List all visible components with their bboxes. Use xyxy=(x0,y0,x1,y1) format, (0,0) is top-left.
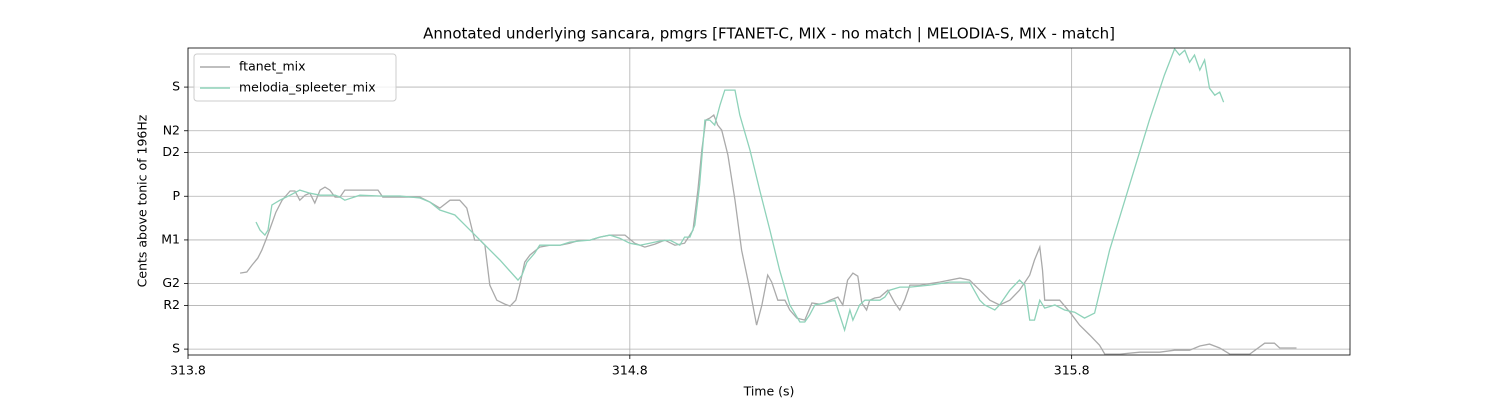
x-tick-label: 314.8 xyxy=(612,363,648,378)
y-tick-label: N2 xyxy=(163,122,180,137)
plot-lines xyxy=(239,47,1297,355)
data-line xyxy=(239,113,1297,355)
y-tick-label: R2 xyxy=(163,297,180,312)
chart-title: Annotated underlying sancara, pmgrs [FTA… xyxy=(423,25,1115,43)
legend-label: ftanet_mix xyxy=(239,59,306,74)
y-tick-label: P xyxy=(172,188,180,203)
legend-label: melodia_spleeter_mix xyxy=(239,80,376,95)
plot-frame xyxy=(187,47,1351,356)
ticks: 313.8 314.8 315.8 S R2 G2 M1 P D2 N2 S xyxy=(161,79,1089,378)
data-line xyxy=(255,47,1225,333)
y-axis-label: Cents above tonic of 196Hz xyxy=(135,114,150,287)
legend-box xyxy=(193,53,397,102)
x-axis-label: Time (s) xyxy=(743,384,795,399)
y-tick-label: M1 xyxy=(161,231,180,246)
y-tick-label: D2 xyxy=(162,144,180,159)
x-tick-label: 315.8 xyxy=(1054,363,1090,378)
legend: ftanet_mix melodia_spleeter_mix xyxy=(193,53,397,102)
y-tick-label: S xyxy=(172,79,180,94)
y-tick-label: S xyxy=(172,341,180,356)
y-tick-label: G2 xyxy=(162,275,180,290)
x-tick-label: 313.8 xyxy=(170,363,206,378)
